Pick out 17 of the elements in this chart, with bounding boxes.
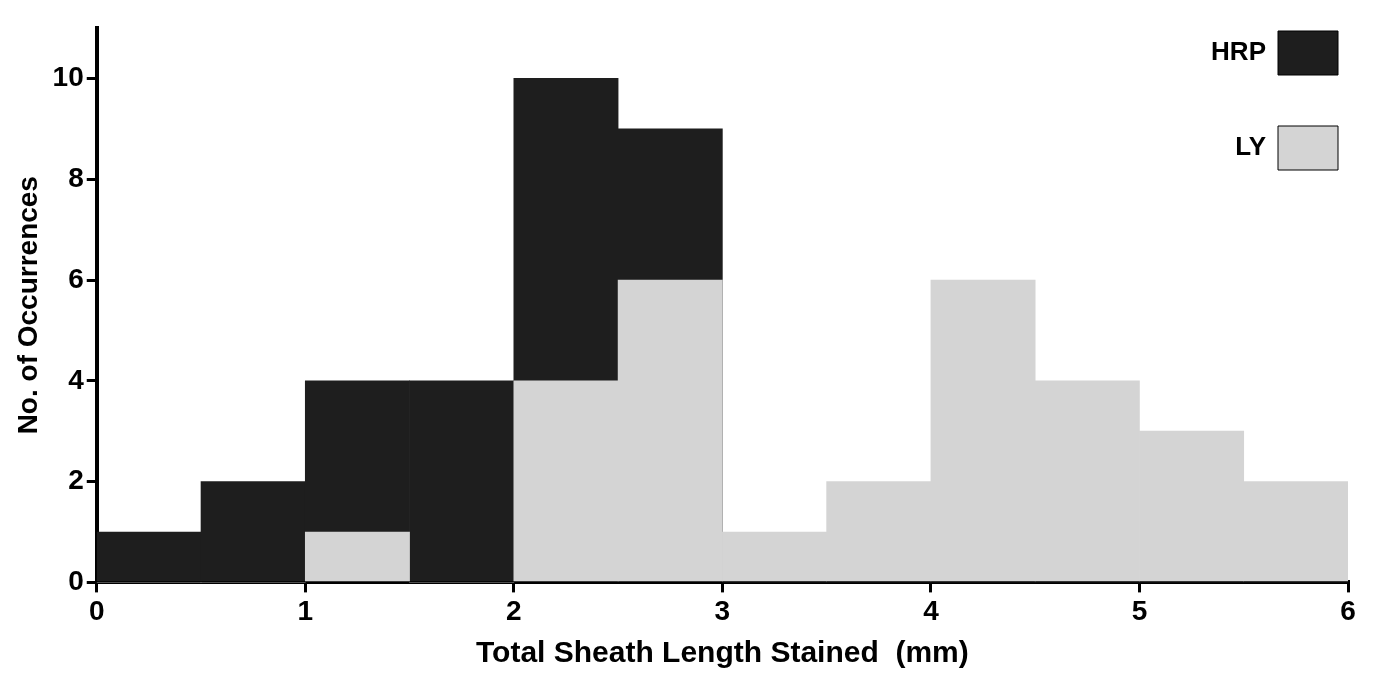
y-tick-label: 8	[68, 161, 84, 193]
x-tick-label: 4	[923, 594, 940, 626]
x-tick-label: 1	[297, 594, 314, 626]
x-axis-title: Total Sheath Length Stained (mm)	[475, 635, 969, 669]
y-tick-label: 4	[68, 363, 85, 395]
legend-label: LY	[1235, 131, 1266, 162]
y-tick-label: 10	[52, 61, 84, 93]
x-tick-label: 2	[506, 594, 522, 626]
y-axis-title: No. of Occurrences	[11, 176, 43, 435]
y-tick-label: 2	[68, 464, 84, 496]
x-tick-label: 0	[88, 594, 105, 626]
x-tick-label: 6	[1340, 594, 1356, 626]
x-tick-label: 3	[714, 594, 731, 626]
y-tick-label: 0	[68, 565, 84, 597]
legend-label: HRP	[1211, 36, 1266, 67]
y-tick-label: 6	[68, 262, 84, 294]
x-tick-label: 5	[1131, 594, 1148, 626]
